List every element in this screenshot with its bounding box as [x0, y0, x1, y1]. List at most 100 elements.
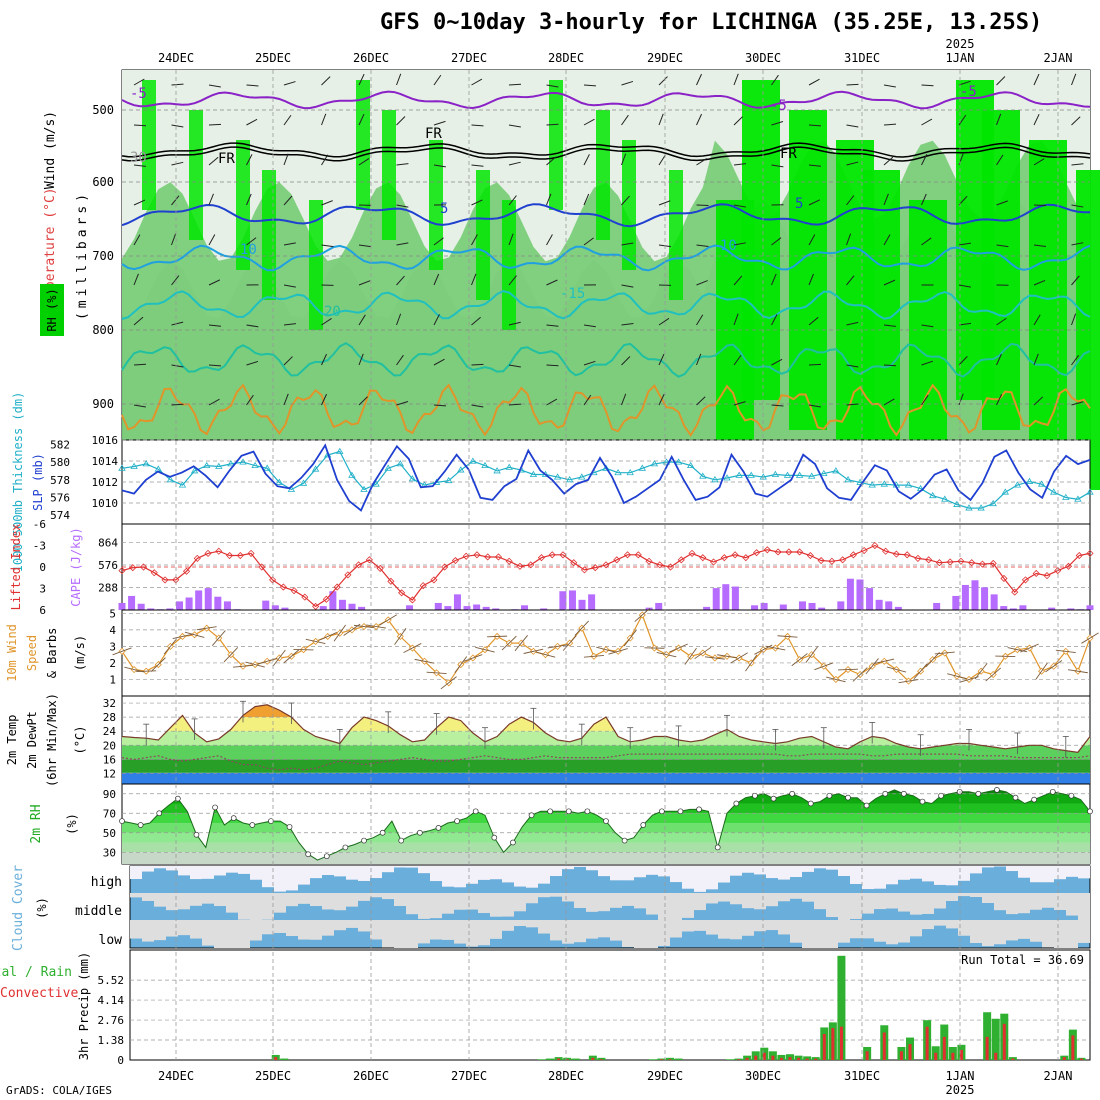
- upper-wind-barb: [321, 113, 327, 126]
- rh2m-point: [733, 800, 740, 807]
- upper-wind-barb: [433, 314, 440, 326]
- cloud-clear-block: [1018, 866, 1030, 878]
- upper-wind-barb: [771, 404, 784, 407]
- precip-conv-bar: [668, 1059, 672, 1060]
- contour-value-label: 30: [130, 150, 147, 166]
- cape-bar: [990, 594, 998, 610]
- upper-wind-barb: [958, 284, 971, 288]
- upper-wind-barb: [283, 195, 293, 206]
- upper-wind-barb: [471, 234, 478, 246]
- rh2m-point: [845, 794, 851, 801]
- cloud-clear-block: [934, 866, 946, 885]
- cloud-panel: high middle low Cloud Cover (%): [11, 865, 1091, 951]
- cape-bar: [166, 608, 174, 610]
- lifted-index-point: [258, 563, 266, 571]
- upper-wind-barb: [171, 83, 184, 86]
- upper-wind-barb: [208, 193, 214, 206]
- cloud-clear-block: [562, 866, 574, 870]
- lifted-index-point: [677, 556, 685, 564]
- precip-conv-bar: [591, 1057, 595, 1060]
- cape-bar: [482, 606, 490, 610]
- cloud-clear-block: [706, 893, 718, 904]
- li-tick-label: -3: [33, 540, 46, 553]
- cloud-clear-block: [1066, 866, 1078, 877]
- cloud-clear-block: [694, 866, 706, 892]
- rh2m-point: [137, 822, 144, 828]
- wind-barb: [426, 671, 447, 675]
- upper-wind-barb: [771, 164, 784, 168]
- upper-wind-barb: [396, 275, 405, 286]
- cloud-clear-block: [778, 866, 790, 880]
- cloud-clear-block: [586, 920, 598, 939]
- wind-barb: [717, 654, 737, 659]
- upper-wind-barb: [808, 234, 816, 246]
- cloud-clear-block: [418, 920, 430, 944]
- cape-bar: [204, 588, 212, 610]
- thickness-point: [1062, 493, 1070, 500]
- upper-wind-barb: [1071, 355, 1080, 366]
- upper-wind-barb: [883, 84, 896, 88]
- cloud-clear-block: [1030, 920, 1042, 942]
- rh2m-point: [789, 790, 796, 797]
- thickness-point: [299, 479, 308, 486]
- cloud-clear-block: [1066, 920, 1078, 948]
- temp-band: [122, 745, 1090, 760]
- thickness-point: [1025, 477, 1034, 484]
- wind-barb: [547, 644, 568, 649]
- upper-wind-barb: [508, 275, 517, 286]
- wind-barb: [523, 648, 544, 654]
- cloud-clear-block: [982, 893, 994, 904]
- upper-wind-barb: [771, 358, 783, 366]
- cloud-clear-block: [514, 866, 526, 887]
- wind-tick-label: 4: [109, 624, 116, 637]
- rh-saturated-column: [502, 200, 516, 330]
- thickness-point: [735, 471, 743, 478]
- lifted-index-line: [121, 544, 1091, 608]
- upper-wind-barb: [208, 234, 216, 246]
- precip-conv-bar: [274, 1057, 278, 1060]
- cloud-clear-block: [670, 866, 682, 883]
- cloud-clear-block: [910, 893, 922, 915]
- precip-conv-bar: [745, 1057, 749, 1060]
- cloud-clear-block: [154, 866, 166, 869]
- li-tick-label: 0: [39, 561, 46, 574]
- cloud-clear-block: [442, 920, 454, 940]
- cloud-clear-block: [514, 920, 526, 927]
- thickness-point: [1074, 495, 1082, 502]
- cloud-clear-block: [850, 866, 862, 884]
- thickness-point: [493, 467, 501, 474]
- precip-total-bar: [597, 1057, 606, 1060]
- cloud-clear-block: [706, 920, 718, 935]
- upper-wind-barb: [208, 123, 222, 126]
- rh2m-point: [119, 818, 125, 824]
- cloud-clear-block: [1018, 920, 1030, 939]
- wind-barb: [233, 664, 253, 668]
- upper-wind-barb: [733, 116, 743, 126]
- rh2m-point: [900, 790, 907, 797]
- cloud-clear-block: [1054, 920, 1066, 948]
- upper-wind-barb: [733, 354, 742, 366]
- wind-ylabel-3: & Barbs: [45, 628, 59, 679]
- cape-bar: [338, 599, 346, 610]
- lifted-index-point: [957, 557, 965, 565]
- temp-tick-label: 20: [103, 739, 116, 752]
- upper-wind-barb: [583, 360, 596, 366]
- cape-ylabel-li: Lifted Index: [9, 524, 23, 611]
- cloud-clear-block: [790, 866, 802, 878]
- upper-wind-barb: [508, 403, 522, 406]
- rh2m-point: [230, 815, 237, 821]
- cape-bar: [722, 584, 730, 610]
- lifted-index-point: [882, 547, 890, 555]
- cape-bar: [875, 599, 883, 610]
- pressure-tick-label: 800: [92, 323, 114, 337]
- cloud-clear-block: [886, 920, 898, 945]
- upper-wind-barb: [658, 76, 668, 86]
- upper-wind-barb: [171, 233, 177, 246]
- precip-total-bar: [837, 955, 846, 1060]
- thickness-point: [795, 471, 804, 478]
- thickness-point: [384, 464, 392, 471]
- rh2m-point: [323, 853, 330, 860]
- cloud-clear-block: [970, 866, 982, 874]
- cloud-clear-block: [322, 920, 334, 936]
- slp-tick-label: 1016: [92, 434, 119, 447]
